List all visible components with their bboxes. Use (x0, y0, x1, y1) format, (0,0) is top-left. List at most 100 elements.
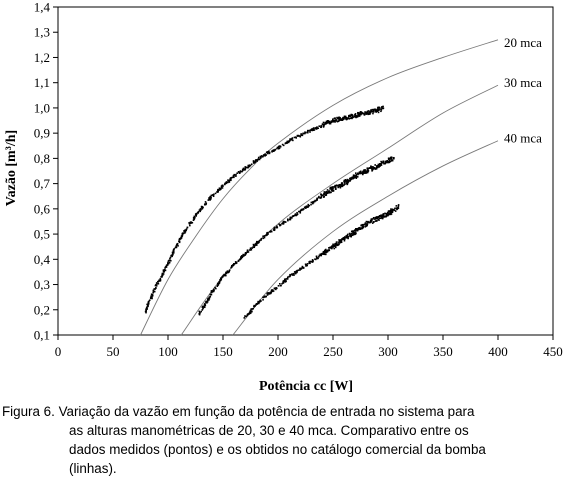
data-point (329, 122, 331, 125)
data-point (217, 191, 219, 193)
data-point (172, 249, 175, 251)
data-point (332, 186, 334, 188)
data-point (155, 282, 158, 284)
data-point (372, 167, 374, 169)
data-point (226, 270, 229, 272)
data-point (267, 292, 270, 294)
data-point (305, 206, 307, 209)
data-point (223, 274, 226, 277)
data-point (357, 172, 359, 175)
data-point (204, 201, 207, 203)
data-point (371, 108, 374, 111)
data-point (237, 260, 240, 262)
data-point (200, 310, 202, 313)
data-point (364, 170, 367, 173)
data-point (328, 247, 330, 249)
x-tick-label: 100 (158, 344, 178, 359)
data-point (205, 202, 208, 205)
data-point (334, 121, 336, 123)
data-point (152, 291, 155, 293)
data-point (354, 113, 356, 116)
data-point (280, 284, 282, 287)
data-point (283, 278, 286, 281)
data-point (346, 178, 349, 181)
data-point (193, 218, 195, 221)
measured-series-40-mca (243, 204, 400, 319)
data-point (271, 289, 274, 291)
data-point (198, 209, 201, 211)
data-point (262, 237, 265, 240)
data-point (225, 274, 227, 277)
data-point (325, 190, 328, 193)
data-point (251, 308, 253, 310)
data-point (389, 156, 392, 159)
data-point (285, 278, 288, 280)
data-point (362, 223, 365, 226)
data-point (242, 255, 244, 257)
data-point (228, 179, 231, 182)
measured-points (144, 105, 400, 319)
data-point (206, 302, 208, 304)
data-point (377, 215, 380, 218)
data-point (146, 307, 148, 309)
data-point (188, 222, 190, 224)
data-point (232, 175, 235, 178)
catalog-line-20-mca (140, 39, 499, 336)
flow-vs-power-chart: 0 50 100 150 200 250 300 350 400 450 0,1 0,2 0,3 0,4… (4, 0, 563, 394)
data-point (361, 224, 364, 227)
data-point (372, 112, 374, 115)
data-point (247, 166, 250, 168)
data-point (301, 265, 304, 268)
data-point (151, 294, 153, 297)
data-point (318, 195, 320, 198)
data-point (227, 180, 230, 182)
data-point (157, 282, 160, 285)
data-point (324, 194, 327, 197)
data-point (385, 214, 388, 216)
data-point (278, 223, 280, 226)
data-point (355, 229, 357, 231)
data-point (376, 109, 379, 112)
data-point (357, 112, 360, 114)
data-point (199, 312, 201, 314)
data-point (362, 170, 365, 173)
data-point (214, 192, 217, 195)
data-point (230, 177, 232, 180)
data-point (348, 116, 350, 118)
data-point (146, 308, 148, 310)
data-point (263, 236, 266, 239)
data-point (210, 198, 212, 200)
data-point (195, 214, 197, 217)
data-point (285, 280, 287, 282)
data-point (289, 138, 291, 141)
data-point (159, 277, 162, 280)
data-point (235, 175, 237, 177)
data-point (322, 124, 325, 127)
data-point (268, 151, 271, 154)
data-point (364, 222, 367, 224)
data-point (151, 296, 153, 298)
data-point (380, 110, 382, 113)
data-point (372, 167, 375, 170)
data-point (152, 291, 154, 294)
y-axis: 0,1 0,2 0,3 0,4 0,5 0,6 0,7 0,8 0,9 1,0 1,1 1,2 1,3 1… (34, 0, 58, 343)
data-point (293, 274, 295, 276)
data-point (292, 272, 295, 275)
data-point (324, 122, 327, 124)
data-point (322, 121, 325, 124)
data-point (373, 167, 376, 170)
data-point (303, 206, 306, 209)
data-point (282, 223, 285, 225)
data-point (249, 309, 252, 312)
data-point (167, 262, 170, 265)
data-point (289, 139, 291, 142)
data-point (387, 157, 390, 160)
data-point (230, 176, 233, 179)
data-point (298, 210, 300, 213)
data-point (369, 113, 371, 115)
data-point (314, 258, 316, 260)
data-point (290, 138, 293, 140)
data-point (315, 255, 318, 258)
data-point (338, 185, 341, 188)
data-point (342, 116, 344, 119)
